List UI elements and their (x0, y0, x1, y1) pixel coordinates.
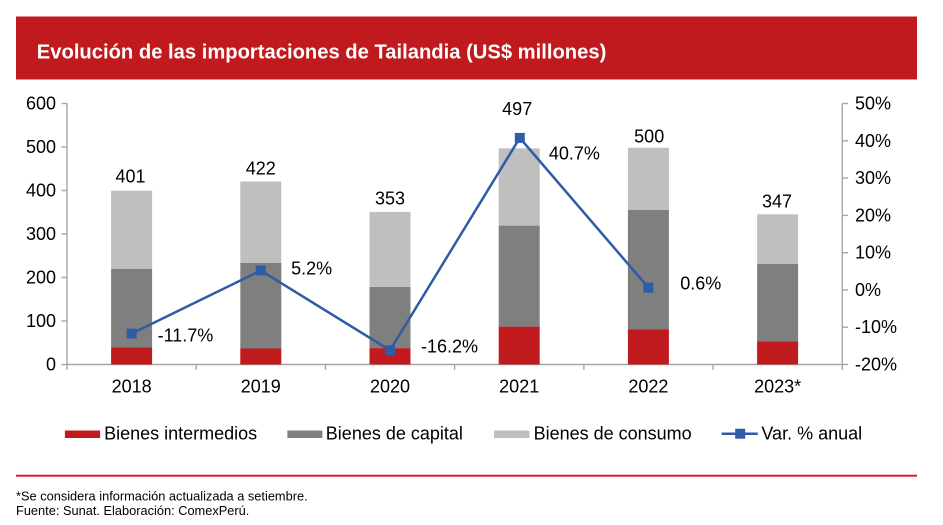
svg-text:2021: 2021 (499, 377, 539, 397)
svg-text:-16.2%: -16.2% (421, 336, 478, 356)
svg-text:Bienes intermedios: Bienes intermedios (104, 424, 257, 444)
svg-text:*Se considera información actu: *Se considera información actualizada a … (16, 488, 308, 503)
svg-text:500: 500 (26, 137, 56, 157)
svg-text:2023*: 2023* (754, 377, 801, 397)
svg-text:500: 500 (634, 126, 664, 146)
svg-text:30%: 30% (855, 168, 891, 188)
svg-text:401: 401 (115, 167, 145, 187)
svg-text:10%: 10% (855, 243, 891, 263)
svg-text:353: 353 (375, 189, 405, 209)
svg-text:347: 347 (762, 192, 792, 212)
svg-text:2018: 2018 (112, 377, 152, 397)
svg-text:0%: 0% (855, 280, 881, 300)
svg-text:100: 100 (26, 311, 56, 331)
svg-text:40.7%: 40.7% (549, 143, 600, 163)
svg-text:0.6%: 0.6% (680, 274, 721, 294)
svg-text:422: 422 (246, 159, 276, 179)
svg-text:50%: 50% (855, 94, 891, 114)
svg-text:0: 0 (46, 355, 56, 375)
svg-text:-20%: -20% (855, 355, 897, 375)
svg-text:Bienes de consumo: Bienes de consumo (534, 424, 692, 444)
svg-text:300: 300 (26, 224, 56, 244)
svg-text:2019: 2019 (241, 377, 281, 397)
svg-text:Evolución de las importaciones: Evolución de las importaciones de Tailan… (37, 42, 607, 64)
svg-text:2022: 2022 (628, 377, 668, 397)
svg-text:Fuente: Sunat. Elaboración: Co: Fuente: Sunat. Elaboración: ComexPerú. (16, 503, 249, 518)
svg-text:400: 400 (26, 181, 56, 201)
svg-text:2020: 2020 (370, 377, 410, 397)
svg-text:-11.7%: -11.7% (158, 326, 214, 346)
svg-text:20%: 20% (855, 205, 891, 225)
svg-text:600: 600 (26, 94, 56, 114)
svg-text:497: 497 (502, 99, 532, 119)
svg-text:200: 200 (26, 268, 56, 288)
svg-text:40%: 40% (855, 131, 891, 151)
svg-text:5.2%: 5.2% (291, 259, 332, 279)
svg-text:Bienes de capital: Bienes de capital (326, 424, 463, 444)
svg-text:Var. % anual: Var. % anual (761, 424, 862, 444)
svg-text:-10%: -10% (855, 317, 897, 337)
